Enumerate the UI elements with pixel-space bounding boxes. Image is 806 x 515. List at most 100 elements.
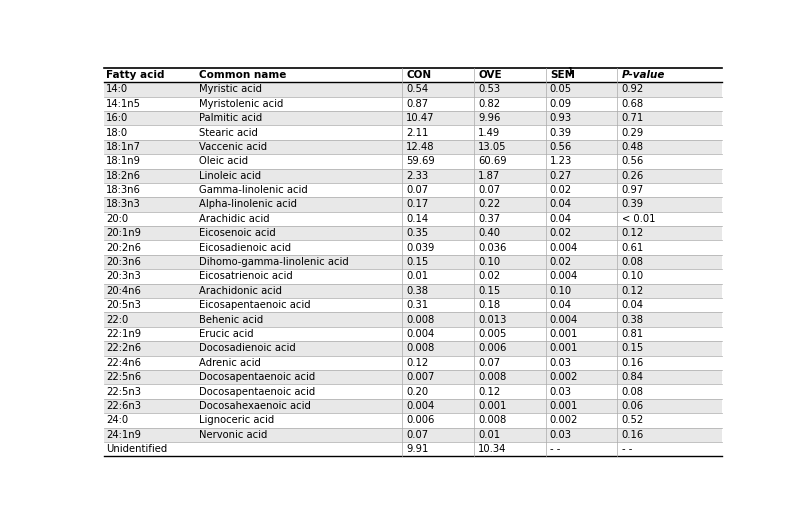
Text: 0.004: 0.004 — [406, 401, 434, 411]
Text: 22:0: 22:0 — [106, 315, 129, 324]
Text: 0.56: 0.56 — [621, 157, 644, 166]
Text: Myristolenic acid: Myristolenic acid — [199, 99, 283, 109]
Bar — [104, 384, 722, 399]
Text: 0.39: 0.39 — [550, 128, 572, 138]
Text: 0.27: 0.27 — [550, 170, 572, 181]
Text: 0.04: 0.04 — [621, 300, 644, 310]
Text: 18:3n3: 18:3n3 — [106, 199, 141, 210]
Text: Eicosatrienoic acid: Eicosatrienoic acid — [199, 271, 293, 282]
Text: 0.008: 0.008 — [406, 315, 434, 324]
Text: 1.49: 1.49 — [478, 128, 501, 138]
Bar — [104, 140, 722, 154]
Text: 0.013: 0.013 — [478, 315, 506, 324]
Text: 0.006: 0.006 — [406, 416, 434, 425]
Text: 14:1n5: 14:1n5 — [106, 99, 141, 109]
Text: 9.96: 9.96 — [478, 113, 501, 123]
Text: 0.68: 0.68 — [621, 99, 644, 109]
Bar — [104, 197, 722, 212]
Text: 0.04: 0.04 — [550, 300, 572, 310]
Text: 0.12: 0.12 — [406, 358, 429, 368]
Text: 1.87: 1.87 — [478, 170, 501, 181]
Text: 20:0: 20:0 — [106, 214, 128, 224]
Text: 0.16: 0.16 — [621, 358, 644, 368]
Text: < 0.01: < 0.01 — [621, 214, 655, 224]
Bar — [104, 327, 722, 341]
Text: 0.002: 0.002 — [550, 416, 578, 425]
Text: Common name: Common name — [199, 70, 286, 80]
Bar — [104, 269, 722, 284]
Text: 0.08: 0.08 — [621, 387, 644, 397]
Text: Docosapentaenoic acid: Docosapentaenoic acid — [199, 372, 315, 382]
Text: 0.09: 0.09 — [550, 99, 572, 109]
Text: Eicosapentaenoic acid: Eicosapentaenoic acid — [199, 300, 310, 310]
Text: Gamma-linolenic acid: Gamma-linolenic acid — [199, 185, 308, 195]
Text: P-value: P-value — [621, 70, 665, 80]
Text: 0.07: 0.07 — [478, 358, 501, 368]
Text: 0.52: 0.52 — [621, 416, 644, 425]
Text: 0.001: 0.001 — [478, 401, 506, 411]
Text: Unidentified: Unidentified — [106, 444, 168, 454]
Bar — [104, 183, 722, 197]
Text: Arachidic acid: Arachidic acid — [199, 214, 269, 224]
Text: 10.34: 10.34 — [478, 444, 506, 454]
Text: 10.47: 10.47 — [406, 113, 434, 123]
Text: 0.53: 0.53 — [478, 84, 501, 94]
Text: 24:0: 24:0 — [106, 416, 128, 425]
Text: Alpha-linolenic acid: Alpha-linolenic acid — [199, 199, 297, 210]
Text: Adrenic acid: Adrenic acid — [199, 358, 260, 368]
Text: 0.01: 0.01 — [406, 271, 428, 282]
Text: 59.69: 59.69 — [406, 157, 435, 166]
Text: Erucic acid: Erucic acid — [199, 329, 253, 339]
Text: 1: 1 — [567, 67, 572, 76]
Text: 0.008: 0.008 — [406, 344, 434, 353]
Text: 0.29: 0.29 — [621, 128, 644, 138]
Text: 0.004: 0.004 — [406, 329, 434, 339]
Text: 0.06: 0.06 — [621, 401, 644, 411]
Text: 22:1n9: 22:1n9 — [106, 329, 142, 339]
Text: Docosahexaenoic acid: Docosahexaenoic acid — [199, 401, 310, 411]
Text: 20:4n6: 20:4n6 — [106, 286, 141, 296]
Text: 22:4n6: 22:4n6 — [106, 358, 141, 368]
Text: 0.008: 0.008 — [478, 416, 506, 425]
Bar — [104, 427, 722, 442]
Text: 9.91: 9.91 — [406, 444, 429, 454]
Text: 0.15: 0.15 — [621, 344, 644, 353]
Text: 14:0: 14:0 — [106, 84, 128, 94]
Text: 0.10: 0.10 — [478, 257, 501, 267]
Text: Stearic acid: Stearic acid — [199, 128, 258, 138]
Bar — [104, 125, 722, 140]
Text: 0.04: 0.04 — [550, 199, 572, 210]
Text: 0.31: 0.31 — [406, 300, 428, 310]
Bar — [104, 370, 722, 384]
Text: 0.93: 0.93 — [550, 113, 572, 123]
Text: 0.26: 0.26 — [621, 170, 644, 181]
Text: 20:3n3: 20:3n3 — [106, 271, 141, 282]
Text: Palmitic acid: Palmitic acid — [199, 113, 262, 123]
Text: Eicosenoic acid: Eicosenoic acid — [199, 228, 276, 238]
Text: 20:1n9: 20:1n9 — [106, 228, 141, 238]
Text: 0.48: 0.48 — [621, 142, 644, 152]
Text: 0.12: 0.12 — [621, 228, 644, 238]
Text: 0.15: 0.15 — [406, 257, 429, 267]
Text: 0.61: 0.61 — [621, 243, 644, 253]
Text: 0.006: 0.006 — [478, 344, 506, 353]
Text: Fatty acid: Fatty acid — [106, 70, 165, 80]
Bar — [104, 154, 722, 168]
Text: 0.007: 0.007 — [406, 372, 434, 382]
Bar — [104, 298, 722, 313]
Text: Eicosadienoic acid: Eicosadienoic acid — [199, 243, 291, 253]
Text: 13.05: 13.05 — [478, 142, 506, 152]
Text: 0.20: 0.20 — [406, 387, 428, 397]
Text: 24:1n9: 24:1n9 — [106, 430, 141, 440]
Text: Oleic acid: Oleic acid — [199, 157, 248, 166]
Text: 0.001: 0.001 — [550, 344, 578, 353]
Text: 20:5n3: 20:5n3 — [106, 300, 141, 310]
Text: 1.23: 1.23 — [550, 157, 572, 166]
Text: 0.38: 0.38 — [406, 286, 428, 296]
Text: 0.12: 0.12 — [621, 286, 644, 296]
Text: 0.17: 0.17 — [406, 199, 429, 210]
Bar — [104, 226, 722, 241]
Text: 0.10: 0.10 — [550, 286, 572, 296]
Bar — [104, 82, 722, 96]
Text: 0.07: 0.07 — [406, 185, 428, 195]
